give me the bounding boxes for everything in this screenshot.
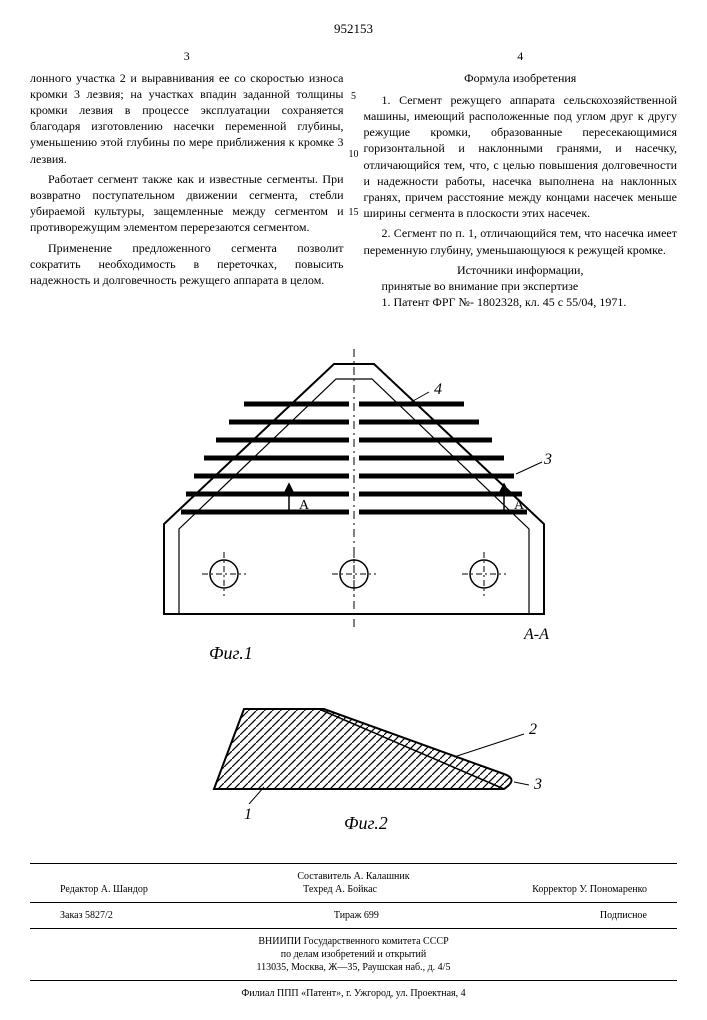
fig2-label: Фиг.2: [344, 813, 388, 833]
line-marker-5: 5: [351, 90, 356, 104]
fig1-label: Фиг.1: [209, 643, 253, 663]
fig1-anno-A-left: A: [299, 498, 310, 513]
fig1-anno-3: 3: [543, 451, 552, 468]
footer-org1: ВНИИПИ Государственного комитета СССР: [30, 935, 677, 948]
footer-tirazh: Тираж 699: [334, 909, 379, 922]
formula-title: Формула изобретения: [364, 70, 678, 86]
text-columns: 3 лонного участка 2 и выравнивания ее со…: [30, 48, 677, 315]
footer-org2: по делам изобретений и открытий: [30, 948, 677, 961]
right-column: 4 Формула изобретения 1. Сегмент режущег…: [364, 48, 678, 315]
footer-addr1: 113035, Москва, Ж—35, Раушская наб., д. …: [30, 961, 677, 974]
para-l1: лонного участка 2 и выравнивания ее со с…: [30, 70, 344, 167]
figure-2-svg: 1 2 3 Фиг.2: [144, 679, 564, 839]
para-r2: 2. Сегмент по п. 1, отличающийся тем, чт…: [364, 225, 678, 257]
section-label: А-А: [523, 626, 549, 643]
footer-org3: Филиал ППП «Патент», г. Ужгород, ул. Про…: [30, 987, 677, 1000]
para-r1: 1. Сегмент режущего аппарата сельскохозя…: [364, 92, 678, 222]
fig1-anno-4: 4: [434, 381, 442, 398]
col-num-left: 3: [30, 48, 344, 64]
footer-tehred: Техред А. Бойкас: [303, 883, 377, 896]
line-marker-15: 15: [349, 206, 359, 220]
sources-subtitle: принятые во внимание при экспертизе: [364, 278, 678, 294]
col-num-right: 4: [364, 48, 678, 64]
sources-item: 1. Патент ФРГ №- 1802328, кл. 45 с 55/04…: [364, 294, 678, 310]
footer-compiler: Составитель А. Калашник: [30, 870, 677, 883]
footer-order: Заказ 5827/2: [60, 909, 113, 922]
fig2-anno-3: 3: [533, 776, 542, 793]
left-column: 3 лонного участка 2 и выравнивания ее со…: [30, 48, 344, 315]
footer-corrector: Корректор У. Пономаренко: [532, 883, 647, 896]
footer-editor: Редактор А. Шандор: [60, 883, 148, 896]
para-l3: Применение предложенного сегмента позвол…: [30, 240, 344, 289]
footer-podpisnoe: Подписное: [600, 909, 647, 922]
fig1-anno-A-right: A: [514, 498, 525, 513]
fig2-anno-1: 1: [244, 806, 252, 823]
line-marker-10: 10: [349, 148, 359, 162]
figures-area: 4 3 A A Фиг.1 А-А 1 2 3 Фиг.2: [30, 334, 677, 842]
sources-title: Источники информации,: [364, 262, 678, 278]
footer: Составитель А. Калашник Редактор А. Шанд…: [30, 863, 677, 1000]
patent-number: 952153: [30, 20, 677, 38]
para-l2: Работает сегмент также как и известные с…: [30, 171, 344, 236]
fig2-anno-2: 2: [529, 721, 537, 738]
figure-1-svg: 4 3 A A Фиг.1 А-А: [104, 334, 604, 674]
